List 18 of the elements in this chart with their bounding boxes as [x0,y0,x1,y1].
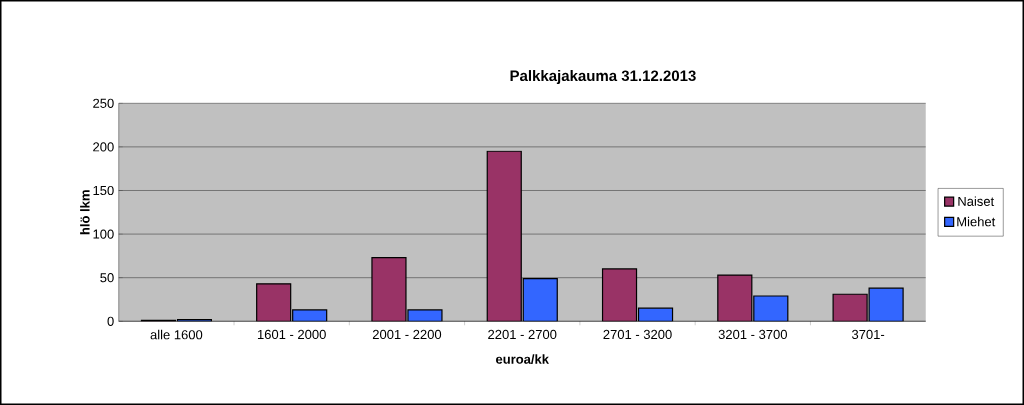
x-tick-label: alle 1600 [150,329,203,340]
y-tick-label: 200 [93,142,114,152]
x-tick-label: 2001 - 2200 [372,329,442,340]
x-tick-label: 2701 - 3200 [603,329,672,340]
y-tick-label: 0 [107,316,114,326]
legend-label: Miehet [957,216,996,227]
x-tick-label: 1601 - 2000 [257,329,326,340]
chart-title: Palkkajakauma 31.12.2013 [510,70,696,85]
y-tick-label: 50 [100,273,114,283]
legend-label: Naiset [958,196,995,206]
y-tick-label: 100 [93,229,114,239]
y-axis-title: hlö lkm [80,190,90,235]
y-tick-label: 150 [93,185,114,196]
x-tick-label: 3201 - 3700 [718,329,787,340]
y-tick-label: 250 [93,98,114,108]
x-tick-label: 3701- [851,329,885,340]
x-axis-title: euroa/kk [496,354,549,364]
x-tick-label: 2201 - 2700 [488,329,557,340]
